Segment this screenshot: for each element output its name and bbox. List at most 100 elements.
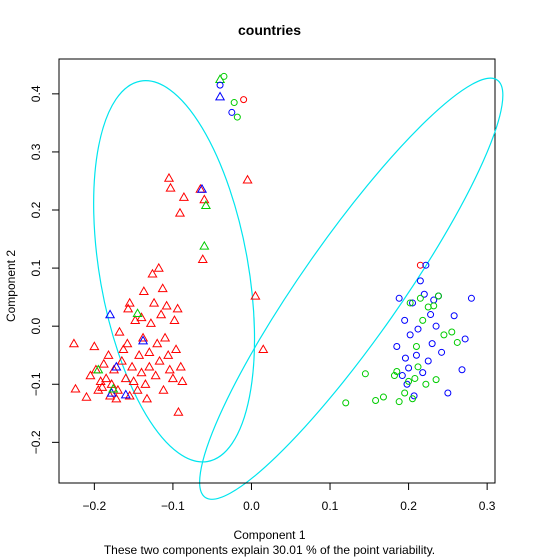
x-axis-label: Component 1 xyxy=(233,528,306,542)
blue-triangle-point xyxy=(120,389,131,399)
red-triangle-point xyxy=(138,286,149,295)
red-triangle-point xyxy=(105,390,116,400)
red-triangle-point xyxy=(114,326,125,336)
red-triangle-point xyxy=(164,364,175,374)
red-triangle-point xyxy=(173,406,184,416)
green-circle-point xyxy=(419,316,427,324)
green-circle-point xyxy=(401,389,409,397)
y-tick-label: 0.4 xyxy=(29,85,43,102)
red-triangle-point xyxy=(81,391,92,401)
green-triangle-point xyxy=(108,383,119,393)
blue-circle-point xyxy=(398,372,406,380)
ellipse-layer xyxy=(93,77,504,500)
y-tick-label: 0.2 xyxy=(29,201,43,218)
red-triangle-point xyxy=(141,393,153,403)
green-circle-point xyxy=(372,397,380,405)
blue-circle-point xyxy=(228,108,236,116)
red-triangle-point xyxy=(167,373,178,383)
x-axis: −0.2 −0.1 0.0 0.1 0.2 0.3 xyxy=(82,482,496,513)
blue-circle-point xyxy=(409,299,417,307)
y-tick-label: 0.0 xyxy=(29,318,43,335)
blue-circle-point xyxy=(414,325,422,333)
red-triangle-point xyxy=(101,373,112,383)
green-circle-point xyxy=(432,376,440,384)
x-tick-label: 0.1 xyxy=(322,499,339,513)
red-triangle-point xyxy=(134,350,145,359)
red-triangle-point xyxy=(163,172,175,182)
red-triangle-point xyxy=(159,332,171,342)
red-triangle-point xyxy=(98,358,109,368)
blue-circle-point xyxy=(401,354,409,362)
red-triangle-point xyxy=(124,297,135,307)
x-tick-label: 0.0 xyxy=(243,499,260,513)
red-triangle-point xyxy=(120,373,131,383)
blue-circle-point xyxy=(467,294,475,302)
blue-circle-point xyxy=(450,312,458,320)
green-triangle-point xyxy=(93,364,104,374)
red-triangle-point xyxy=(97,381,108,391)
red-triangle-point xyxy=(258,344,269,354)
blue-circle-point xyxy=(216,81,224,89)
red-triangle-point xyxy=(158,384,169,394)
blue-circle-point xyxy=(395,294,403,302)
y-axis: −0.2 −0.1 0.0 0.1 0.2 0.3 0.4 xyxy=(29,85,60,454)
red-triangle-point xyxy=(145,318,156,327)
red-triangle-point xyxy=(175,361,186,371)
red-triangle-point xyxy=(242,174,253,184)
x-tick-label: 0.2 xyxy=(400,499,417,513)
red-triangle-point xyxy=(177,376,188,386)
red-triangle-point xyxy=(144,361,155,371)
y-tick-label: 0.1 xyxy=(29,259,43,276)
blue-triangle-point xyxy=(111,361,122,371)
red-triangle-point xyxy=(163,350,174,359)
blue-circle-point xyxy=(406,331,414,339)
blue-circle-point xyxy=(416,277,424,285)
red-triangle-point xyxy=(178,192,189,201)
green-circle-point xyxy=(220,72,228,80)
green-circle-point xyxy=(411,374,419,382)
green-circle-point xyxy=(361,370,369,378)
red-triangle-point xyxy=(170,344,182,354)
blue-circle-point xyxy=(424,357,432,365)
x-tick-label: 0.3 xyxy=(479,499,496,513)
cluster-ellipse-2 xyxy=(199,77,504,500)
green-circle-point xyxy=(453,338,461,346)
red-triangle-point xyxy=(123,303,134,313)
cluster-ellipse-1 xyxy=(93,80,256,463)
red-triangle-point xyxy=(89,341,100,351)
red-triangle-point xyxy=(250,290,261,300)
chart-subtitle: These two components explain 30.01 % of … xyxy=(103,543,436,557)
blue-triangle-point xyxy=(105,309,116,319)
red-triangle-point xyxy=(70,383,81,393)
red-triangle-point xyxy=(108,364,120,374)
red-triangle-point xyxy=(172,303,183,313)
red-triangle-point xyxy=(169,315,180,325)
green-circle-point xyxy=(430,302,438,310)
blue-circle-point xyxy=(458,366,466,374)
blue-circle-point xyxy=(420,290,428,298)
green-circle-point xyxy=(440,331,448,339)
y-tick-label: 0.3 xyxy=(29,143,43,160)
blue-circle-point xyxy=(412,351,420,359)
red-triangle-point xyxy=(85,370,96,380)
red-triangle-point xyxy=(93,384,104,394)
red-triangle-point xyxy=(156,309,167,319)
y-tick-label: −0.1 xyxy=(29,372,43,396)
green-circle-point xyxy=(342,399,350,407)
green-circle-point xyxy=(434,292,442,300)
green-circle-point xyxy=(395,398,403,406)
red-triangle-point xyxy=(147,268,158,278)
red-triangle-point xyxy=(165,182,176,192)
blue-circle-point xyxy=(432,322,440,330)
red-triangle-point xyxy=(154,355,165,365)
red-triangle-point xyxy=(174,207,186,217)
green-circle-point xyxy=(448,328,456,336)
red-triangle-point xyxy=(103,350,114,359)
red-triangle-point xyxy=(157,283,168,293)
green-circle-point xyxy=(393,367,401,375)
red-triangle-point xyxy=(199,194,210,204)
green-circle-point xyxy=(379,393,387,401)
blue-circle-point xyxy=(438,348,446,356)
blue-circle-point xyxy=(419,369,427,377)
